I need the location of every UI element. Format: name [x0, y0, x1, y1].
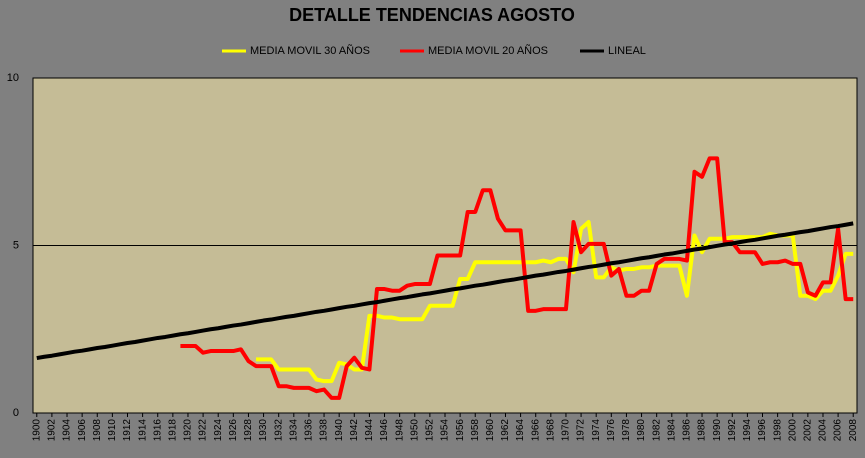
- x-tick-label: 2006: [833, 419, 844, 442]
- legend-label: LINEAL: [608, 45, 646, 57]
- x-tick-label: 1946: [379, 419, 390, 442]
- x-tick-label: 1988: [697, 419, 708, 442]
- x-tick-label: 1904: [62, 419, 73, 442]
- series-line: [180, 156, 854, 400]
- x-tick-label: 1924: [213, 419, 224, 442]
- x-tick-label: 1932: [273, 419, 284, 442]
- x-tick-label: 1934: [288, 419, 299, 442]
- x-tick-label: 1902: [47, 419, 58, 442]
- x-tick-label: 1956: [455, 419, 466, 442]
- x-tick-label: 1986: [682, 419, 693, 442]
- y-tick-label: 0: [13, 407, 19, 419]
- x-tick-label: 1920: [183, 419, 194, 442]
- x-tick-label: 1940: [334, 419, 345, 442]
- x-tick-label: 2008: [848, 419, 859, 442]
- x-tick-label: 1978: [621, 419, 632, 442]
- x-tick-label: 1992: [727, 419, 738, 442]
- x-tick-label: 1972: [576, 419, 587, 442]
- y-tick-label: 10: [7, 72, 19, 84]
- x-tick-label: 1916: [152, 419, 163, 442]
- x-tick-label: 1906: [77, 419, 88, 442]
- y-tick-label: 5: [13, 239, 19, 251]
- x-tick-label: 1970: [561, 419, 572, 442]
- x-tick-label: 1942: [349, 419, 360, 442]
- series-line: [36, 221, 854, 361]
- x-tick-label: 1960: [485, 419, 496, 442]
- x-tick-label: 1908: [92, 419, 103, 442]
- legend-label: MEDIA MOVIL 20 AÑOS: [428, 44, 548, 57]
- x-tick-label: 1912: [122, 419, 133, 442]
- x-tick-label: 1984: [666, 419, 677, 442]
- x-tick-label: 1950: [409, 419, 420, 442]
- x-tick-label: 1966: [530, 419, 541, 442]
- x-tick-label: 1936: [304, 419, 315, 442]
- x-tick-label: 1926: [228, 419, 239, 442]
- x-tick-label: 1976: [606, 419, 617, 442]
- x-tick-label: 1994: [742, 419, 753, 442]
- x-tick-label: 1914: [137, 419, 148, 442]
- x-tick-label: 2002: [803, 419, 814, 442]
- x-tick-label: 1900: [31, 419, 42, 442]
- x-tick-label: 1968: [545, 419, 556, 442]
- x-tick-label: 1958: [470, 419, 481, 442]
- x-tick-label: 1990: [712, 419, 723, 442]
- x-tick-label: 1918: [167, 419, 178, 442]
- x-tick-label: 1952: [425, 419, 436, 442]
- x-tick-label: 1928: [243, 419, 254, 442]
- x-tick-label: 1910: [107, 419, 118, 442]
- x-tick-label: 1954: [440, 419, 451, 442]
- x-tick-label: 1996: [757, 419, 768, 442]
- x-tick-label: 1938: [319, 419, 330, 442]
- x-tick-label: 1980: [636, 419, 647, 442]
- x-tick-label: 1962: [500, 419, 511, 442]
- x-tick-label: 2004: [818, 419, 829, 442]
- series-line: [256, 220, 854, 384]
- x-tick-label: 1930: [258, 419, 269, 442]
- x-tick-label: 2000: [787, 419, 798, 442]
- x-tick-label: 1974: [591, 419, 602, 442]
- chart-title: DETALLE TENDENCIAS AGOSTO: [289, 5, 575, 25]
- x-tick-label: 1922: [198, 419, 209, 442]
- x-tick-label: 1948: [394, 419, 405, 442]
- x-tick-label: 1982: [651, 419, 662, 442]
- legend-label: MEDIA MOVIL 30 AÑOS: [250, 44, 370, 57]
- x-tick-label: 1944: [364, 419, 375, 442]
- x-tick-label: 1998: [772, 419, 783, 442]
- x-tick-label: 1964: [515, 419, 526, 442]
